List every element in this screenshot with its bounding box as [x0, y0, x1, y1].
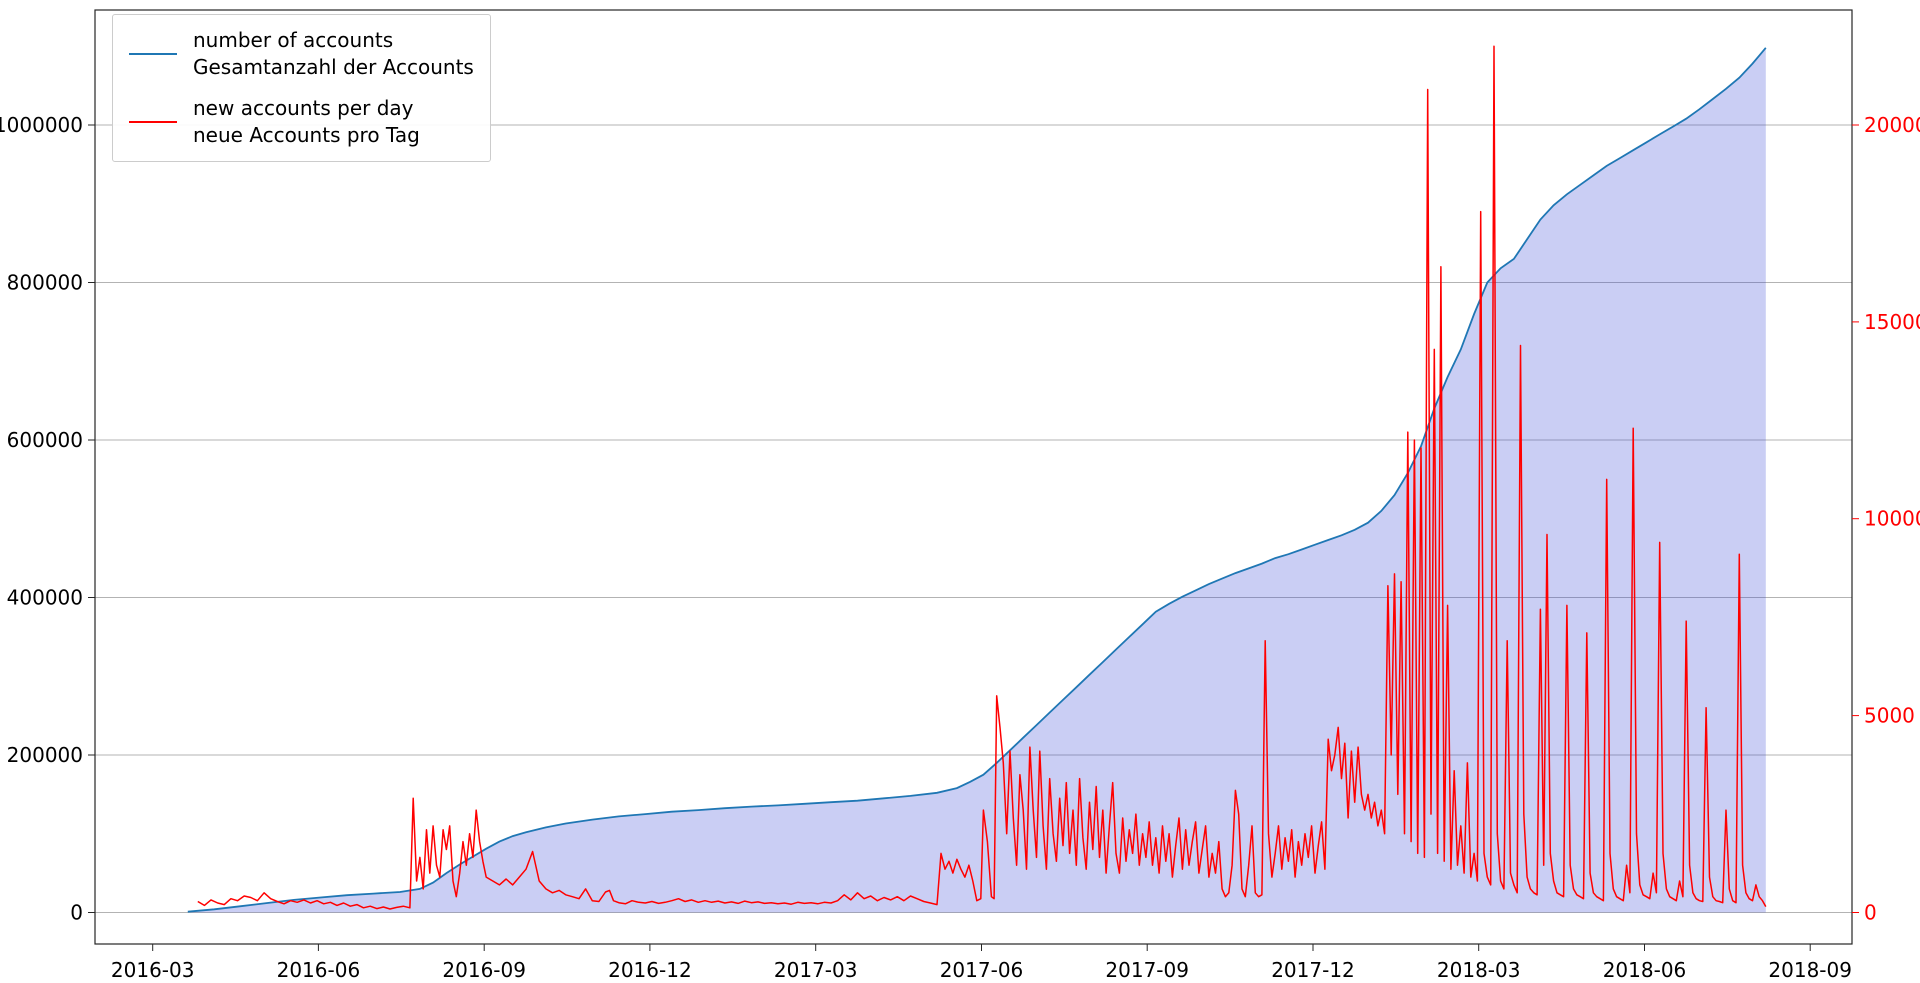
- daily-accounts-line: [197, 45, 1767, 910]
- legend-label-total-de: Gesamtanzahl der Accounts: [193, 55, 474, 79]
- x-tick-label: 2017-09: [1105, 958, 1189, 982]
- legend-label-daily-de: neue Accounts pro Tag: [193, 123, 420, 147]
- y-right-tick-label: 5000: [1864, 704, 1915, 728]
- total-accounts-area: [187, 47, 1766, 913]
- legend-label-daily: new accounts per day neue Accounts pro T…: [193, 95, 420, 149]
- legend-line-sample-daily: [129, 121, 177, 123]
- y-right-tick-label: 10000: [1864, 507, 1920, 531]
- y-left-tick-label: 800000: [7, 271, 83, 295]
- legend-line-sample-total: [129, 53, 177, 55]
- y-left-tick-label: 200000: [7, 743, 83, 767]
- legend-entry-total-accounts: number of accounts Gesamtanzahl der Acco…: [129, 27, 474, 81]
- y-right-tick-label: 20000: [1864, 113, 1920, 137]
- x-tick-label: 2018-06: [1603, 958, 1687, 982]
- x-tick-label: 2016-06: [277, 958, 361, 982]
- x-tick-label: 2017-06: [940, 958, 1024, 982]
- y-left-tick-label: 400000: [7, 586, 83, 610]
- total-accounts-line: [187, 47, 1767, 913]
- legend-entry-daily-accounts: new accounts per day neue Accounts pro T…: [129, 95, 474, 149]
- x-tick-label: 2016-09: [442, 958, 526, 982]
- x-tick-label: 2016-12: [608, 958, 692, 982]
- x-tick-label: 2017-12: [1271, 958, 1355, 982]
- y-left-tick-label: 0: [70, 901, 83, 925]
- x-tick-label: 2018-03: [1437, 958, 1521, 982]
- legend-label-daily-en: new accounts per day: [193, 96, 414, 120]
- y-right-tick-label: 0: [1864, 901, 1877, 925]
- y-right-tick-label: 15000: [1864, 310, 1920, 334]
- legend-label-total: number of accounts Gesamtanzahl der Acco…: [193, 27, 474, 81]
- y-left-tick-label: 600000: [7, 428, 83, 452]
- chart-legend: number of accounts Gesamtanzahl der Acco…: [112, 14, 491, 162]
- legend-label-total-en: number of accounts: [193, 28, 394, 52]
- plot-border: [94, 9, 1853, 945]
- y-left-tick-label: 1000000: [0, 113, 83, 137]
- x-tick-label: 2018-09: [1768, 958, 1852, 982]
- x-tick-label: 2016-03: [111, 958, 195, 982]
- x-tick-label: 2017-03: [774, 958, 858, 982]
